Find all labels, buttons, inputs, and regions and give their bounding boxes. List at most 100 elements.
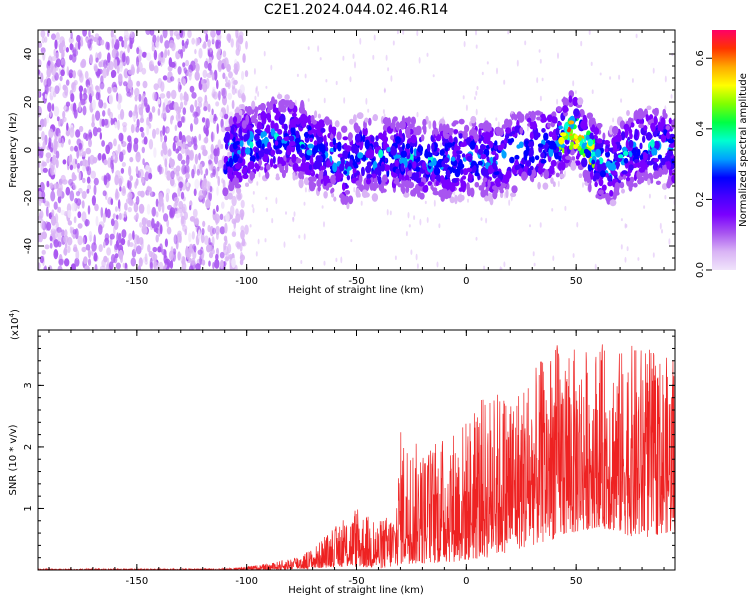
spectrogram-cell [415, 253, 418, 261]
spectrogram-cell [72, 70, 76, 79]
spectrogram-cell [70, 93, 75, 103]
spectrogram-cell [292, 112, 297, 118]
spectrogram-cell [216, 79, 219, 90]
spectrogram-cell [172, 141, 176, 152]
spectrogram-cell [662, 108, 666, 118]
spectrogram-cell [197, 229, 201, 240]
spectrogram-cell [354, 125, 361, 133]
spectrogram-cell [188, 265, 194, 270]
spectrogram-cell [186, 38, 189, 46]
spectrogram-cell [261, 143, 265, 150]
spectrogram-cell [138, 106, 144, 116]
spectrogram-cell [485, 217, 488, 224]
spectrogram-cell [270, 149, 276, 156]
spectrogram-cell [416, 30, 419, 37]
spectrogram-cell [208, 260, 211, 267]
spectrogram-cell [85, 166, 90, 172]
spectrogram-cell [137, 61, 143, 73]
spectrogram-cell [75, 249, 80, 261]
spectrogram-cell [68, 36, 74, 44]
spectrogram-cell [404, 157, 408, 168]
spectrogram-cell [615, 134, 622, 142]
spectrogram-cell [182, 107, 187, 115]
spectrogram-cell [242, 173, 249, 179]
spectrogram-cell [307, 114, 312, 125]
spectrogram-cell [68, 155, 72, 166]
spectrogram-cell [223, 242, 227, 251]
spectrogram-cell [442, 189, 447, 198]
spectrogram-cell [141, 51, 147, 58]
spectrogram-cell [95, 215, 99, 227]
spectrogram-cell [607, 175, 612, 182]
spectrogram-cell [95, 85, 99, 91]
spectrogram-cell [443, 133, 450, 140]
spectrogram-cell [117, 93, 122, 104]
spectrogram-cell [138, 168, 144, 179]
spectrogram-cell [110, 117, 114, 126]
spectrogram-cell [317, 136, 323, 144]
spectrogram-cell [580, 40, 583, 47]
spectrogram-cell [460, 142, 467, 148]
spectrogram-cell [349, 118, 354, 125]
spectrogram-cell [120, 238, 126, 246]
spectrogram-cell [60, 58, 65, 66]
spectrogram-cell [226, 104, 229, 115]
spectrogram-cell [190, 257, 196, 266]
spectrogram-cell [110, 198, 114, 206]
spectrogram-cell [95, 57, 99, 63]
spectrogram-cell [194, 48, 197, 55]
spectrogram-cell [307, 46, 310, 50]
spectrogram-cell [113, 225, 116, 236]
spectrogram-cell [628, 164, 634, 171]
spectrogram-cell [215, 101, 220, 107]
spectrogram-cell [415, 178, 422, 184]
spectrogram-cell [555, 127, 560, 136]
spectrogram-cell [129, 40, 133, 50]
spectrogram-cell [249, 224, 252, 228]
spectrogram-cell [197, 37, 201, 46]
chart-title: C2E1.2024.044.02.46.R14 [264, 2, 448, 18]
spectrogram-cell [142, 228, 148, 234]
spectrogram-cell [64, 229, 68, 238]
spectrogram-cell [568, 95, 573, 103]
spectrogram-cell [121, 52, 126, 63]
spectrogram-y-ticks: -40 -20 0 20 40 [23, 29, 675, 271]
spectrogram-cell [118, 232, 122, 244]
spectrogram-cell [274, 99, 278, 105]
spectrogram-cell [50, 61, 54, 70]
spectrogram-cell [556, 98, 559, 105]
x-tick-label: -50 [348, 576, 364, 587]
spectrogram-cell [114, 121, 118, 129]
spectrogram-cell [343, 170, 348, 175]
spectrogram-cell [166, 90, 171, 99]
spectrogram-cell [348, 195, 354, 205]
spectrogram-cell [432, 74, 435, 78]
y-tick-label: 0 [23, 147, 34, 153]
spectrogram-cell [116, 65, 120, 74]
spectrogram-cell [573, 134, 578, 140]
spectrogram-cell [143, 136, 148, 145]
spectrogram-cell [383, 117, 389, 125]
spectrogram-cell [590, 61, 593, 66]
spectrogram-cell [136, 118, 140, 128]
spectrogram-cell [212, 165, 217, 176]
spectrogram-cell [357, 152, 364, 159]
spectrogram-cell [420, 134, 425, 142]
spectrogram-cell [203, 30, 208, 35]
spectrogram-cell [227, 192, 233, 200]
spectrogram-cell [201, 79, 204, 85]
spectrogram-cell [392, 183, 396, 189]
spectrogram-cell [323, 118, 329, 123]
spectrogram-cell [468, 172, 473, 182]
y-tick-label: -20 [23, 190, 34, 206]
spectrogram-cell [93, 184, 97, 196]
spectrogram-cell [549, 165, 555, 175]
spectrogram-cell [198, 101, 203, 108]
spectrogram-cell [201, 228, 205, 235]
spectrogram-cell [382, 174, 388, 183]
spectrogram-cell [73, 244, 78, 252]
spectrogram-cell [45, 206, 49, 217]
spectrogram-cell [219, 226, 226, 235]
spectrogram-cell [449, 196, 455, 204]
spectrogram-cell [128, 165, 132, 177]
